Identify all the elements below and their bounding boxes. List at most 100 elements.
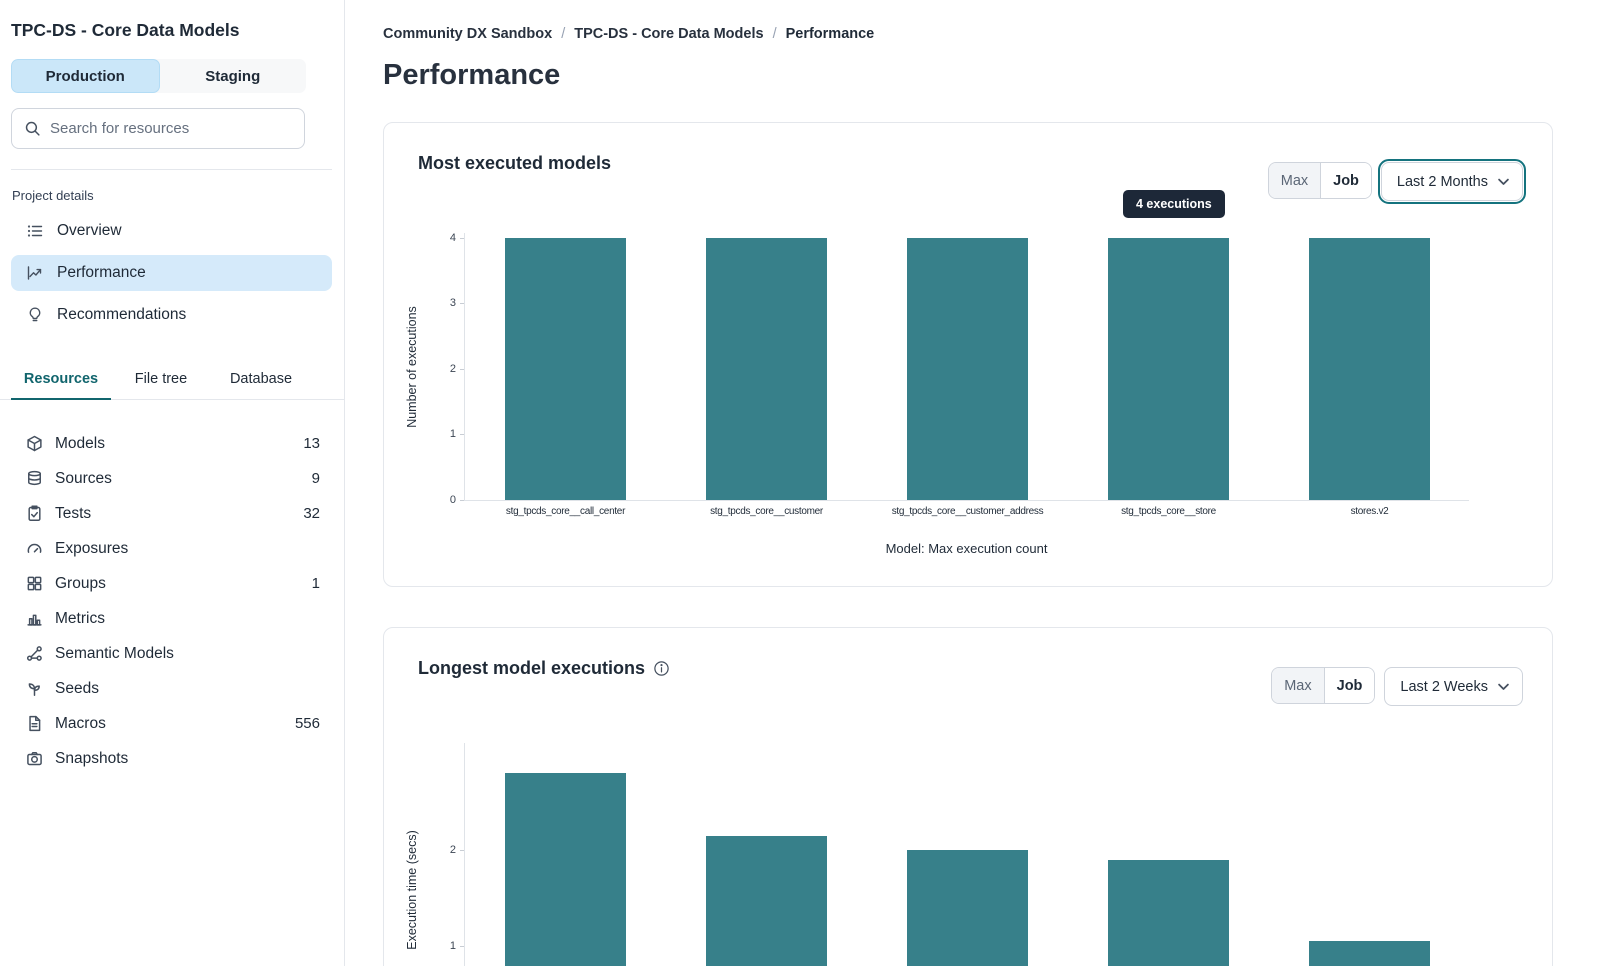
resource-count: 13 [303, 435, 320, 452]
resource-row-metrics[interactable]: Metrics [11, 601, 332, 636]
info-icon[interactable] [653, 660, 670, 677]
date-range-select[interactable]: Last 2 Months [1377, 158, 1527, 205]
bar[interactable] [1108, 860, 1229, 966]
resource-row-models[interactable]: Models 13 [11, 426, 332, 461]
clipboard-icon [26, 505, 43, 522]
y-tick-label: 1 [449, 940, 465, 952]
tab-database[interactable]: Database [229, 371, 293, 387]
y-tick-label: 2 [449, 363, 465, 375]
y-axis-label: Number of executions [405, 306, 419, 428]
toggle-max-button[interactable]: Max [1268, 163, 1322, 198]
page-title: Performance [383, 59, 561, 91]
bar[interactable] [706, 238, 827, 500]
resource-label: Seeds [55, 679, 99, 697]
resource-label: Models [55, 434, 105, 452]
resource-count: 32 [303, 505, 320, 522]
y-tick-label: 0 [449, 494, 465, 506]
chart-line-icon [26, 264, 44, 282]
y-tick-label: 4 [449, 232, 465, 244]
bar-chart-icon [26, 610, 43, 627]
y-tick-label: 2 [449, 844, 465, 856]
chart-controls: Max Job Last 2 Months [1267, 158, 1527, 205]
bar-chart-most-executed: stg_tpcds_core__call_center stg_tpcds_cor… [450, 232, 1469, 517]
sidebar-item-recommendations[interactable]: Recommendations [11, 297, 332, 333]
project-title: TPC-DS - Core Data Models [11, 20, 240, 40]
toggle-max-button[interactable]: Max [1272, 668, 1325, 703]
bar[interactable] [907, 238, 1028, 500]
tab-file-tree[interactable]: File tree [134, 371, 188, 387]
max-job-toggle: Max Job [1267, 162, 1372, 199]
env-tab-production[interactable]: Production [11, 59, 160, 93]
y-axis-label: Execution time (secs) [405, 830, 419, 950]
breadcrumb-link-project[interactable]: TPC-DS - Core Data Models [574, 26, 764, 42]
tabs-divider [0, 399, 344, 400]
x-tick-label: stg_tpcds_core__customer_address [891, 506, 1044, 517]
y-tick-label: 3 [449, 297, 465, 309]
resource-row-snapshots[interactable]: Snapshots [11, 741, 332, 776]
grid-icon [26, 575, 43, 592]
search-input[interactable]: Search for resources [11, 108, 305, 149]
chart-controls: Max Job Last 2 Weeks [1271, 667, 1523, 706]
resource-row-macros[interactable]: Macros 556 [11, 706, 332, 741]
resource-row-tests[interactable]: Tests 32 [11, 496, 332, 531]
file-icon [26, 715, 43, 732]
bar[interactable] [706, 836, 827, 966]
x-tick-label: stg_tpcds_core__call_center [505, 506, 626, 517]
resource-label: Semantic Models [55, 644, 174, 662]
breadcrumb-current: Performance [785, 26, 875, 42]
cube-icon [26, 435, 43, 452]
sidebar-item-performance[interactable]: Performance [11, 255, 332, 291]
bar[interactable] [907, 850, 1028, 966]
resource-label: Macros [55, 714, 106, 732]
database-icon [26, 470, 43, 487]
network-icon [26, 645, 43, 662]
sidebar-item-label: Recommendations [57, 306, 187, 323]
search-placeholder: Search for resources [50, 120, 190, 137]
resource-count: 9 [311, 470, 320, 487]
y-tick-label: 1 [449, 428, 465, 440]
resource-label: Snapshots [55, 749, 129, 767]
resource-row-seeds[interactable]: Seeds [11, 671, 332, 706]
x-tick-label: stg_tpcds_core__store [1121, 506, 1216, 517]
date-range-value: Last 2 Months [1396, 173, 1488, 190]
resource-label: Metrics [55, 609, 105, 627]
main-content: Community DX Sandbox / TPC-DS - Core Dat… [345, 0, 1621, 966]
toggle-job-button[interactable]: Job [1321, 163, 1371, 198]
resource-label: Groups [55, 574, 106, 592]
breadcrumb-link-account[interactable]: Community DX Sandbox [383, 26, 553, 42]
toggle-job-button[interactable]: Job [1324, 668, 1375, 703]
sidebar-item-overview[interactable]: Overview [11, 213, 332, 249]
sidebar-item-label: Overview [57, 222, 122, 239]
resource-row-semantic-models[interactable]: Semantic Models [11, 636, 332, 671]
env-tab-staging[interactable]: Staging [205, 67, 261, 85]
x-tick-label: stg_tpcds_core__customer [710, 506, 823, 517]
bar[interactable] [505, 773, 626, 966]
tab-resources[interactable]: Resources [11, 361, 111, 400]
breadcrumb-separator: / [772, 26, 777, 42]
resource-tabs: Resources File tree Database [11, 361, 332, 400]
lightbulb-icon [26, 306, 44, 324]
chevron-down-icon [1498, 178, 1509, 186]
resource-row-groups[interactable]: Groups 1 [11, 566, 332, 601]
bar[interactable] [1309, 238, 1430, 500]
card-most-executed-models: Most executed models Max Job Last 2 Mont… [383, 122, 1553, 587]
bar[interactable] [1108, 238, 1229, 500]
breadcrumb-separator: / [561, 26, 566, 42]
chevron-down-icon [1498, 683, 1509, 691]
bar[interactable] [505, 238, 626, 500]
x-tick-label: stores.v2 [1350, 506, 1389, 517]
bar[interactable] [1309, 941, 1430, 966]
sidebar-item-label: Performance [57, 264, 146, 281]
sprout-icon [26, 680, 43, 697]
date-range-select[interactable]: Last 2 Weeks [1384, 667, 1523, 706]
resource-row-exposures[interactable]: Exposures [11, 531, 332, 566]
chart-tooltip: 4 executions [1123, 190, 1225, 218]
resource-row-sources[interactable]: Sources 9 [11, 461, 332, 496]
sidebar-divider [11, 169, 332, 170]
project-details-label: Project details [12, 188, 94, 203]
resource-list: Models 13 Sources 9 Tests 32 Exposures G… [11, 426, 332, 776]
resource-label: Sources [55, 469, 112, 487]
breadcrumb: Community DX Sandbox / TPC-DS - Core Dat… [383, 26, 1621, 42]
